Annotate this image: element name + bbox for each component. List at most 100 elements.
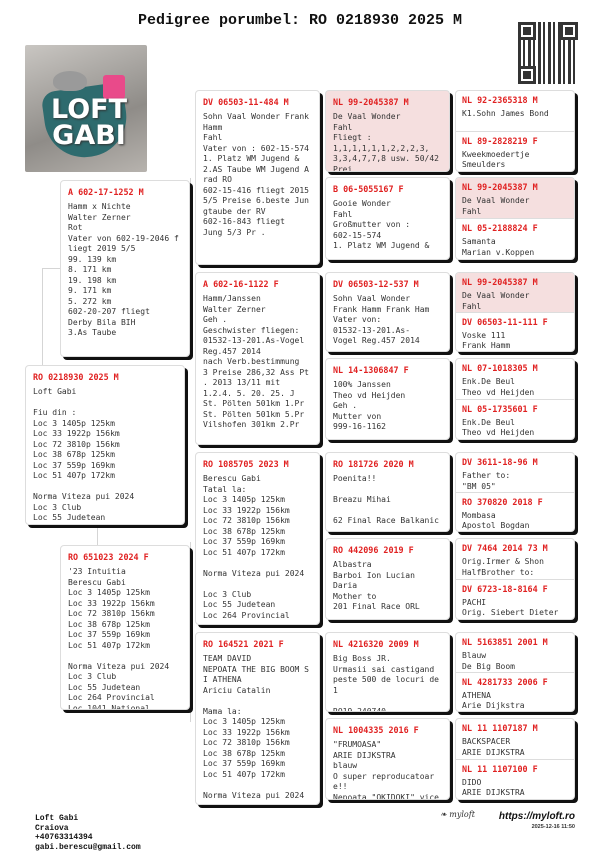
owner-name: Loft Gabi	[35, 814, 141, 824]
myloft-logo: ❧ myloft	[440, 810, 475, 819]
pigeon-notes: ATHENA Arie Dijkstra	[462, 691, 568, 712]
pigeon-notes: K1.Sohn James Bond	[462, 109, 568, 120]
pigeon-notes: Sohn Vaal Wonder Frank Hamm Frank Ham Va…	[333, 294, 442, 347]
pigeon-notes: Berescu Gabi Tatal la: Loc 3 1405p 125km…	[203, 474, 312, 621]
pigeon-notes: 100% Janssen Theo vd Heijden Geh . Mutte…	[333, 380, 442, 433]
ancestor-entry[interactable]: NL 99-2045387 M De Vaal Wonder Fahl	[456, 273, 574, 312]
ring-number: RO 651023 2024 F	[68, 552, 182, 563]
pigeon-notes: TEAM DAVID NEPOATA THE BIG BOOM SI ATHEN…	[203, 654, 312, 801]
ring-number: NL 1004335 2016 F	[333, 725, 442, 736]
pigeon-notes: BACKSPACER ARIE DIJKSTRA	[462, 737, 568, 758]
pigeon-notes: Blauw De Big Boom	[462, 651, 568, 672]
ancestor-entry[interactable]: NL 11 1107187 M BACKSPACER ARIE DIJKSTRA	[456, 719, 574, 759]
owner-city: Craiova	[35, 824, 141, 834]
ancestor-entry[interactable]: DV 3611-18-96 M Father to: "BM 05"	[456, 453, 574, 492]
grandparent-card[interactable]: RO 1085705 2023 M Berescu Gabi Tatal la:…	[195, 452, 320, 625]
ancestor-pair-card: NL 92-2365318 M K1.Sohn James Bond NL 89-2…	[455, 90, 575, 172]
grandparent-card[interactable]: DV 06503-11-484 M Sohn Vaal Wonder Frank…	[195, 90, 320, 265]
ring-number: RO 370820 2018 F	[462, 497, 568, 508]
connector-line	[322, 672, 323, 760]
pigeon-notes: Big Boss JR. Urmasii sai castigand peste…	[333, 654, 442, 712]
ring-number: NL 11 1107187 M	[462, 723, 568, 734]
ring-number: NL 99-2045387 M	[462, 277, 568, 288]
grandparent-card[interactable]: RO 164521 2021 F TEAM DAVID NEPOATA THE …	[195, 632, 320, 805]
connector-line	[190, 542, 191, 722]
pigeon-notes: Orig.Irmer & Shon HalfBrother to:	[462, 557, 568, 578]
ring-number: NL 89-2828219 F	[462, 136, 568, 147]
connector-line	[322, 312, 323, 400]
ring-number: RO 164521 2021 F	[203, 639, 312, 650]
ring-number: NL 99-2045387 M	[333, 97, 442, 108]
ancestor-entry[interactable]: DV 06503-11-111 F Voske 111 Frank Hamm	[456, 312, 574, 352]
ancestor-entry[interactable]: NL 05-2188824 F Samanta Marian v.Koppen	[456, 218, 574, 259]
ring-number: B 06-5055167 F	[333, 184, 442, 195]
pigeon-notes: "FRUMOASA" ARIE DIJKSTRA blauw O super r…	[333, 740, 442, 800]
ring-number: NL 92-2365318 M	[462, 95, 568, 106]
ring-number: DV 6723-18-8164 F	[462, 584, 568, 595]
pigeon-notes: Hamm x Nichte Walter Zerner Rot Vater vo…	[68, 202, 182, 339]
website-link[interactable]: https://myloft.ro	[499, 811, 575, 822]
ring-number: NL 11 1107100 F	[462, 764, 568, 775]
pigeon-notes: Mombasa Apostol Bogdan	[462, 511, 568, 532]
pigeon-notes: Hamm/Janssen Walter Zerner Geh . Geschwi…	[203, 294, 312, 431]
ring-number: DV 3611-18-96 M	[462, 457, 568, 468]
owner-phone: +40763314394	[35, 833, 141, 843]
connector-line	[97, 525, 98, 545]
ring-number: NL 4216320 2009 M	[333, 639, 442, 650]
pigeon-notes: Sohn Vaal Wonder Frank Hamm Fahl Vater v…	[203, 112, 312, 238]
connector-line	[322, 492, 323, 580]
great-grandparent-card[interactable]: DV 06503-12-537 M Sohn Vaal Wonder Frank …	[325, 272, 450, 352]
ring-number: A 602-17-1252 M	[68, 187, 182, 198]
ancestor-entry[interactable]: NL 92-2365318 M K1.Sohn James Bond	[456, 91, 574, 131]
page-title: Pedigree porumbel: RO 0218930 2025 M	[0, 12, 600, 29]
great-grandparent-card[interactable]: NL 1004335 2016 F "FRUMOASA" ARIE DIJKSTR…	[325, 718, 450, 800]
pigeon-notes: Father to: "BM 05"	[462, 471, 568, 492]
pigeon-notes: DIDO ARIE DIJKSTRA	[462, 778, 568, 799]
pigeon-notes: De Vaal Wonder Fahl	[462, 291, 568, 312]
connector-line	[190, 178, 191, 358]
grandparent-card[interactable]: A 602-16-1122 F Hamm/Janssen Walter Zern…	[195, 272, 320, 445]
owner-contact: Loft Gabi Craiova +40763314394 gabi.bere…	[35, 814, 141, 852]
pigeon-notes: De Vaal Wonder Fahl Fliegt : 1,1,1,1,1,1…	[333, 112, 442, 172]
subject-card[interactable]: RO 0218930 2025 M Loft Gabi Fiu din : Lo…	[25, 365, 185, 525]
ring-number: NL 99-2045387 M	[462, 182, 568, 193]
ring-number: DV 06503-11-111 F	[462, 317, 568, 328]
pigeon-notes: Voske 111 Frank Hamm	[462, 331, 568, 352]
ancestor-entry[interactable]: NL 89-2828219 F Kweekmoedertje Smeulders	[456, 131, 574, 172]
ancestor-entry[interactable]: NL 11 1107100 F DIDO ARIE DIJKSTRA	[456, 759, 574, 800]
ring-number: NL 05-2188824 F	[462, 223, 568, 234]
pigeon-notes: Kweekmoedertje Smeulders	[462, 150, 568, 171]
ancestor-entry[interactable]: RO 370820 2018 F Mombasa Apostol Bogdan	[456, 492, 574, 532]
sire-card[interactable]: A 602-17-1252 M Hamm x Nichte Walter Zer…	[60, 180, 190, 357]
connector-line	[42, 268, 60, 269]
ring-number: NL 07-1018305 M	[462, 363, 568, 374]
pigeon-notes: Enk.De Beul Theo vd Heijden	[462, 418, 568, 439]
pigeon-notes: Samanta Marian v.Koppen	[462, 237, 568, 258]
ring-number: NL 5163851 2001 M	[462, 637, 568, 648]
great-grandparent-card[interactable]: NL 99-2045387 M De Vaal Wonder Fahl Flieg…	[325, 90, 450, 172]
connector-line	[42, 268, 43, 365]
ring-number: DV 06503-12-537 M	[333, 279, 442, 290]
ancestor-entry[interactable]: NL 5163851 2001 M Blauw De Big Boom	[456, 633, 574, 672]
great-grandparent-card[interactable]: NL 4216320 2009 M Big Boss JR. Urmasii sa…	[325, 632, 450, 712]
owner-email[interactable]: gabi.berescu@gmail.com	[35, 843, 141, 852]
pigeon-notes: '23 Intuitia Berescu Gabi Loc 3 1405p 12…	[68, 567, 182, 710]
ring-number: DV 06503-11-484 M	[203, 97, 312, 108]
dam-card[interactable]: RO 651023 2024 F '23 Intuitia Berescu Ga…	[60, 545, 190, 710]
ring-number: A 602-16-1122 F	[203, 279, 312, 290]
